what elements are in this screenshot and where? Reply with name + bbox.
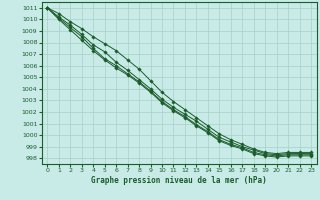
X-axis label: Graphe pression niveau de la mer (hPa): Graphe pression niveau de la mer (hPa) [91, 176, 267, 185]
